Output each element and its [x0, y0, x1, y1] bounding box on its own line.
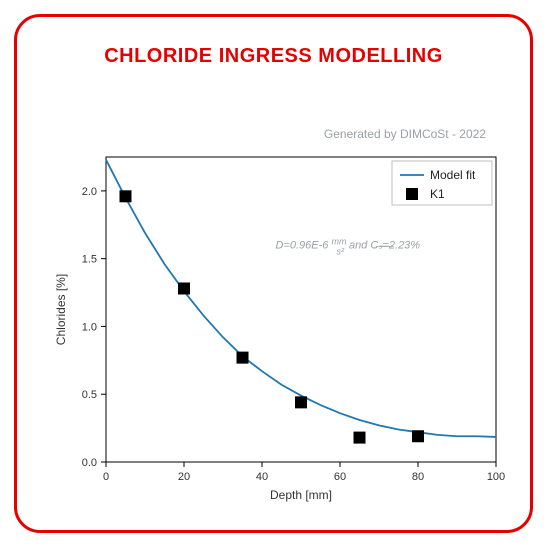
y-tick-label: 1.0	[82, 321, 97, 333]
k1-marker	[120, 191, 131, 202]
k1-marker	[413, 431, 424, 442]
legend-label-k1: K1	[430, 187, 445, 201]
y-tick-label: 1.5	[82, 254, 97, 266]
x-tick-label: 60	[334, 471, 346, 483]
k1-marker	[354, 432, 365, 443]
chloride-chart: 0 20 40 60 80 100 0.0 0.5 1.0 1.5 2.0 Depth [mm] Chl…	[51, 147, 511, 507]
y-tick-label: 0.0	[82, 457, 97, 469]
y-tick-label: 0.5	[82, 389, 97, 401]
card-title: CHLORIDE INGRESS MODELLING	[17, 45, 530, 68]
x-tick-label: 40	[256, 471, 268, 483]
card-frame: CHLORIDE INGRESS MODELLING Generated by …	[14, 14, 533, 533]
card-subtitle: Generated by DIMCoSt - 2022	[324, 127, 486, 141]
chart-container: 0 20 40 60 80 100 0.0 0.5 1.0 1.5 2.0 Depth [mm] Chl…	[51, 147, 511, 507]
legend-marker-swatch	[406, 188, 418, 200]
k1-marker	[296, 397, 307, 408]
y-tick-label: 2.0	[82, 186, 97, 198]
x-tick-label: 20	[178, 471, 190, 483]
k1-marker	[237, 352, 248, 363]
k1-marker	[179, 283, 190, 294]
legend-label-modelfit: Model fit	[430, 168, 476, 182]
x-tick-label: 100	[487, 471, 505, 483]
x-tick-label: 0	[103, 471, 109, 483]
y-axis-label: Chlorides [%]	[54, 274, 68, 345]
x-axis-label: Depth [mm]	[270, 488, 332, 502]
x-tick-label: 80	[412, 471, 424, 483]
